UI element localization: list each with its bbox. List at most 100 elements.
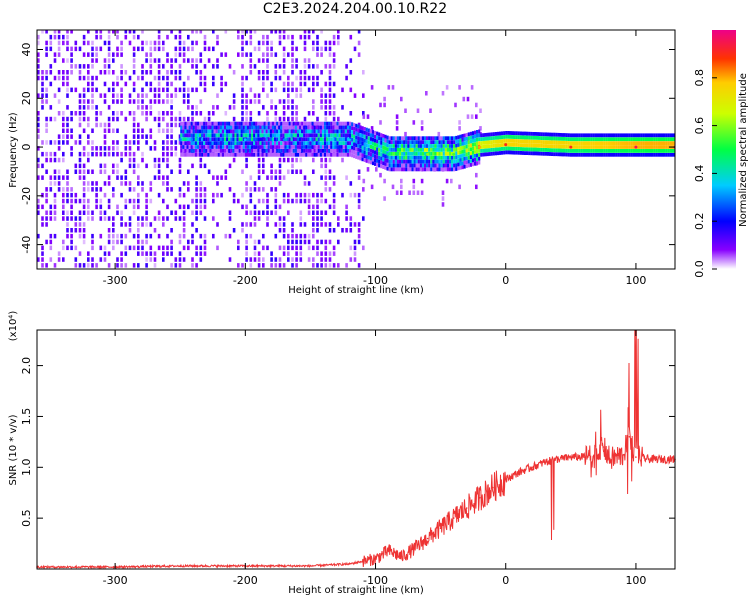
ridge-cell	[571, 133, 575, 138]
ridge-cell	[336, 137, 339, 142]
ridge-cell	[661, 133, 664, 138]
ridge-cell	[503, 150, 506, 155]
ridge-cell	[540, 147, 543, 152]
ridge-cell	[192, 121, 195, 126]
ridge-cell	[401, 159, 404, 164]
spectrogram-cell	[337, 263, 340, 268]
spectrogram-cell	[191, 257, 194, 262]
ridge-cell	[451, 140, 454, 144]
spectrogram-cell	[170, 58, 173, 63]
spectrogram-cell	[91, 263, 94, 268]
ridge-cell	[463, 153, 466, 157]
spectrogram-cell	[278, 245, 282, 251]
spectrogram-cell	[291, 52, 294, 57]
spectrogram-cell	[107, 46, 111, 52]
spectrogram-cell	[116, 239, 119, 245]
spectrogram-cell	[124, 175, 128, 180]
spectrogram-cell	[137, 134, 140, 139]
ridge-cell	[574, 145, 577, 149]
spectrogram-cell	[203, 64, 207, 69]
ridge-cell	[249, 129, 252, 134]
spectrogram-cell	[178, 87, 182, 93]
ridge-cell	[430, 159, 433, 164]
ridge-cell	[596, 133, 600, 138]
spectrogram-cell	[145, 233, 148, 239]
spectrogram-cell	[82, 105, 86, 110]
spectrogram-cell	[132, 204, 136, 210]
spectrogram-cell	[107, 40, 111, 46]
spectrogram-cell	[149, 99, 153, 104]
ridge-cell	[661, 141, 664, 145]
ridge-cell	[376, 162, 379, 167]
ridge-cell	[303, 121, 306, 126]
spectrogram-cell	[91, 75, 94, 81]
ridge-cell	[484, 136, 487, 141]
ridge-cell	[292, 137, 295, 142]
ridge-cell	[394, 148, 397, 152]
spectrogram-cell	[291, 228, 294, 233]
ridge-cell	[211, 121, 214, 126]
ridge-cell	[209, 133, 212, 138]
spectrogram-cell	[404, 108, 407, 113]
ridge-cell	[278, 121, 281, 126]
ridge-cell	[355, 139, 358, 144]
spectrogram-cell	[45, 157, 48, 163]
ridge-cell	[594, 137, 597, 142]
ridge-cell	[646, 149, 650, 153]
spectrogram-cell	[299, 198, 303, 204]
spectrogram-cell	[137, 222, 140, 227]
spectrogram-cell	[291, 105, 294, 110]
ridge-cell	[296, 133, 300, 138]
spectrogram-cell	[116, 263, 119, 268]
spectrogram-cell	[249, 257, 253, 262]
ridge-cell	[244, 121, 247, 126]
ridge-cell	[294, 125, 297, 130]
spectrogram-cell	[278, 64, 282, 69]
spectrogram-cell	[312, 192, 315, 198]
ridge-cell	[457, 154, 460, 159]
ridge-cell	[363, 146, 366, 151]
spectrogram-cell	[49, 187, 53, 192]
ridge-cell	[471, 158, 475, 163]
ridge-cell	[367, 132, 370, 137]
ridge-cell	[551, 132, 554, 137]
ridge-cell	[299, 137, 302, 142]
spectrogram-cell	[57, 70, 61, 75]
ridge-cell	[367, 148, 370, 152]
ridge-cell	[353, 134, 356, 139]
ridge-cell	[617, 141, 620, 145]
spectrogram-cell	[400, 178, 403, 184]
ridge-cell	[538, 140, 541, 144]
spectrogram-cell	[320, 210, 323, 215]
ridge-cell	[349, 133, 352, 138]
ridge-cell	[401, 151, 404, 156]
ridge-cell	[403, 167, 406, 172]
spectrogram-cell	[291, 116, 294, 122]
spectrogram-cell	[245, 233, 248, 239]
ridge-cell	[378, 144, 381, 148]
ridge-cell	[194, 145, 197, 149]
spectrogram-cell	[353, 222, 357, 227]
spectrogram-cell	[270, 87, 273, 93]
spectrogram-cell	[341, 228, 344, 233]
spectrogram-cell	[49, 140, 53, 145]
ridge-cell	[649, 145, 652, 149]
spectrogram-cell	[99, 198, 103, 204]
spectrogram-cell	[45, 239, 48, 245]
spectrogram-cell	[120, 64, 123, 69]
ridge-cell	[371, 157, 375, 162]
ridge-cell	[434, 167, 437, 172]
ridge-cell	[261, 121, 264, 126]
ridge-cell	[211, 145, 214, 149]
ridge-cell	[319, 121, 322, 126]
ridge-cell	[594, 152, 597, 157]
ridge-cell	[592, 137, 595, 142]
spectrogram-cell	[295, 87, 298, 93]
ridge-cell	[580, 133, 583, 138]
ridge-cell	[184, 133, 187, 138]
ridge-cell	[201, 145, 204, 149]
ridge-cell	[269, 125, 272, 130]
ridge-cell	[596, 137, 600, 142]
ridge-cell	[338, 121, 341, 126]
ridge-cell	[561, 133, 564, 137]
